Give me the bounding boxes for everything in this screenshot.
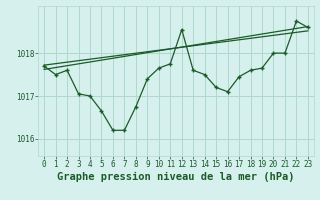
X-axis label: Graphe pression niveau de la mer (hPa): Graphe pression niveau de la mer (hPa) — [57, 172, 295, 182]
